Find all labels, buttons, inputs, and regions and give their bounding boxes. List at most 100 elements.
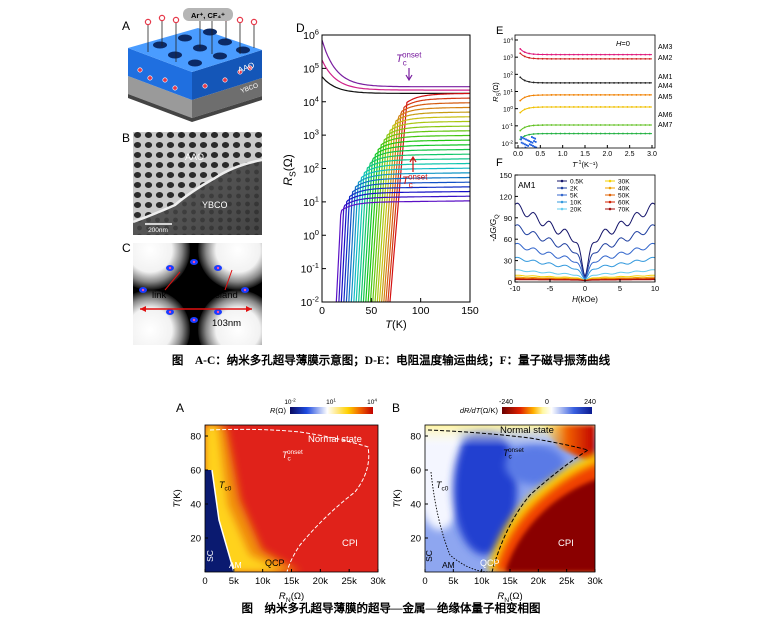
text-part: H — [572, 295, 578, 304]
x-tick-label: 1.0 — [558, 151, 568, 158]
diagram-label: island — [213, 290, 238, 301]
text-part: c0 — [442, 486, 449, 493]
rt-point — [541, 57, 544, 60]
rt-point — [586, 57, 589, 60]
text-part: -2 — [292, 397, 297, 402]
text-part: 3 — [315, 128, 319, 137]
text-part: 1 — [315, 194, 319, 203]
annotation: Tconset — [396, 50, 422, 67]
rt-point — [564, 124, 566, 126]
rt-point — [599, 82, 602, 84]
link-dot — [141, 288, 145, 292]
y-axis-label: -ΔG/GQ — [489, 214, 500, 242]
ion — [144, 18, 152, 26]
rt-point — [644, 132, 647, 135]
rt-point — [639, 132, 642, 135]
x-axis-label: H(kOe) — [572, 295, 598, 304]
scale-label: 200nm — [148, 227, 168, 234]
x-tick-label: -5 — [547, 284, 554, 293]
curve-label: AM7 — [658, 122, 673, 129]
ion-dot — [222, 77, 228, 83]
y-tick-label: 80 — [190, 432, 201, 443]
text-part: 10 — [503, 38, 511, 45]
rt-point — [528, 125, 531, 127]
text-part: c — [288, 456, 292, 463]
panel-label: C — [122, 241, 131, 255]
rt-point — [622, 94, 624, 96]
rt-point — [595, 94, 598, 96]
y-axis-label: RS(Ω) — [281, 154, 298, 185]
rt-point — [555, 57, 557, 60]
rt-point — [568, 53, 571, 56]
rt-point — [586, 53, 589, 56]
rt-point — [595, 53, 598, 56]
panel-label: D — [296, 21, 305, 35]
rt-point — [528, 80, 531, 83]
rt-point — [581, 53, 584, 56]
rt-point — [524, 146, 527, 148]
text-part: (Ω) — [275, 406, 286, 415]
mr-curve — [515, 202, 655, 279]
legend-marker — [560, 193, 564, 197]
legend-label: 70K — [618, 207, 630, 214]
text-part: =0 — [621, 39, 630, 48]
y-tick-label: 103 — [503, 53, 513, 62]
rt-point — [577, 124, 580, 126]
rt-curve — [387, 97, 470, 302]
ion — [250, 18, 258, 26]
x-axis-label: T-1(K⁻¹) — [572, 160, 598, 169]
rt-point — [626, 82, 629, 84]
heat-glow — [205, 425, 285, 572]
y-tick-label: 105 — [303, 61, 319, 75]
text-part: 10 — [503, 107, 511, 114]
rt-point — [635, 82, 638, 84]
panel-label: A — [122, 19, 130, 33]
rt-point — [546, 53, 548, 56]
rt-point — [581, 82, 584, 84]
curve-label: AM1 — [658, 74, 673, 81]
rt-point — [617, 132, 620, 135]
curve-label: AM5 — [658, 94, 673, 101]
rt-point — [639, 57, 642, 60]
rt-point — [541, 53, 544, 56]
rt-point — [532, 124, 535, 127]
rt-point — [626, 53, 629, 56]
rt-point — [604, 82, 606, 84]
rt-point — [635, 124, 638, 126]
rt-point — [595, 57, 598, 60]
text-part: 10 — [326, 399, 334, 406]
region-label: AM — [442, 560, 455, 570]
text-part: (Ω) — [509, 591, 522, 602]
rt-point — [595, 82, 598, 84]
text-part: 10 — [303, 197, 315, 209]
y-tick-label: 104 — [303, 94, 319, 108]
rt-point — [564, 53, 566, 56]
rt-point — [537, 81, 539, 84]
legend-marker — [560, 179, 564, 183]
rt-curve — [519, 106, 652, 113]
rt-point — [622, 53, 624, 56]
rt-point — [529, 140, 532, 143]
panel-label: B — [122, 131, 130, 145]
curve-label: AM6 — [658, 112, 673, 119]
rt-point — [599, 57, 602, 60]
rt-point — [564, 106, 566, 108]
link-dot — [192, 260, 196, 264]
legend-label: 5K — [570, 193, 579, 200]
ion-dot — [147, 75, 153, 81]
rt-curve — [340, 190, 470, 302]
text-part: 10 — [303, 97, 315, 109]
rt-point — [639, 106, 642, 108]
rt-point — [608, 53, 611, 56]
text-part: c — [403, 58, 407, 67]
plot-frame — [514, 34, 656, 149]
rt-point — [523, 55, 526, 58]
y-tick-label: 40 — [190, 500, 201, 511]
y-tick-label: 40 — [410, 500, 421, 511]
y-tick-label: 60 — [504, 235, 512, 244]
ion-dot — [172, 85, 178, 91]
x-tick-label: 50 — [365, 305, 377, 317]
rt-point — [550, 94, 553, 96]
rt-point — [559, 106, 562, 108]
